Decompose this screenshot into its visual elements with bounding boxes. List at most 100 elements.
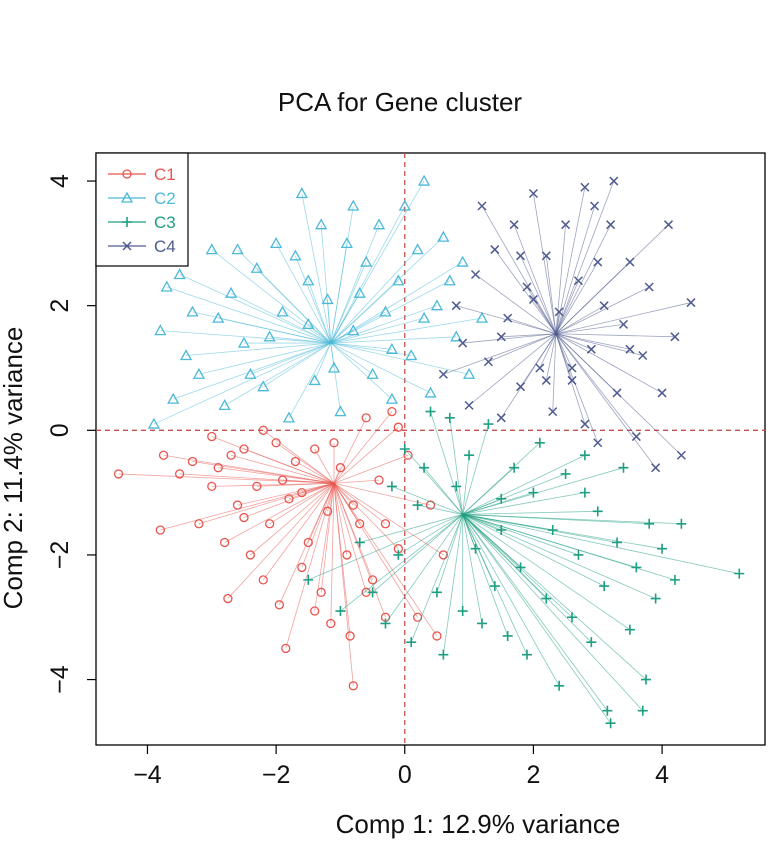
spoke-line	[398, 514, 463, 556]
data-point	[417, 311, 431, 323]
data-point	[173, 268, 186, 280]
data-point	[250, 261, 263, 273]
spoke-line	[443, 333, 557, 375]
data-point	[631, 562, 642, 573]
data-point	[386, 481, 397, 492]
spoke-line	[545, 333, 557, 381]
data-point	[237, 336, 251, 348]
data-point	[430, 299, 444, 311]
spoke-line	[330, 236, 444, 344]
data-point	[187, 456, 198, 467]
data-point	[224, 286, 238, 298]
data-point	[534, 437, 545, 448]
data-point	[548, 407, 558, 417]
spoke-line	[410, 514, 464, 643]
data-point	[281, 643, 291, 654]
data-point	[567, 363, 577, 373]
series-c4	[438, 176, 696, 473]
data-point	[605, 718, 616, 729]
data-point	[547, 525, 558, 536]
data-point	[348, 500, 358, 510]
data-point	[348, 681, 358, 691]
spoke-line	[462, 514, 656, 599]
data-point	[489, 581, 500, 592]
spoke-line	[237, 482, 335, 506]
data-point	[315, 218, 328, 230]
data-point	[734, 568, 745, 579]
spoke-line	[333, 479, 380, 484]
data-point	[631, 432, 641, 442]
data-point	[347, 199, 360, 211]
data-point	[245, 550, 256, 560]
y-tick-label: −2	[46, 541, 74, 570]
spoke-line	[539, 333, 557, 369]
spoke-line	[555, 333, 599, 443]
data-point	[302, 274, 315, 286]
data-point	[406, 637, 417, 648]
y-tick-label: 0	[46, 423, 74, 437]
spoke-line	[545, 255, 557, 334]
data-point	[417, 174, 431, 186]
spoke-line	[430, 411, 464, 515]
data-point	[579, 487, 590, 498]
data-point	[477, 201, 487, 211]
spoke-line	[494, 249, 557, 334]
spoke-line	[462, 442, 541, 515]
spoke-line	[327, 299, 332, 344]
spoke-line	[555, 224, 566, 334]
spoke-line	[462, 514, 676, 581]
spoke-line	[462, 514, 631, 631]
spoke-line	[436, 514, 464, 593]
data-point	[515, 562, 526, 573]
spoke-line	[330, 342, 373, 375]
legend-label-c1: C1	[154, 165, 176, 184]
data-point	[265, 519, 275, 529]
spoke-line	[462, 514, 502, 531]
spoke-line	[330, 317, 483, 344]
spoke-line	[555, 333, 592, 350]
y-axis-label: Comp 2: 11.4% variance	[0, 327, 28, 610]
data-point	[393, 549, 404, 560]
data-point	[567, 612, 578, 623]
data-point	[496, 493, 507, 504]
data-point	[676, 518, 687, 529]
data-point	[528, 487, 539, 498]
series-c1	[113, 406, 449, 691]
legend-marker	[122, 217, 132, 227]
spoke-line	[462, 514, 592, 643]
spoke-line	[462, 455, 470, 515]
data-point	[450, 330, 463, 342]
data-point	[419, 462, 430, 473]
data-point	[308, 374, 321, 386]
spoke-line	[333, 483, 386, 618]
data-point	[303, 574, 314, 585]
data-point	[270, 237, 283, 249]
spoke-line	[333, 482, 431, 506]
series-c3	[303, 406, 745, 729]
data-point	[618, 462, 629, 473]
spoke-line	[330, 261, 463, 344]
data-point	[174, 469, 185, 479]
data-point	[579, 450, 590, 461]
spoke-line	[250, 482, 335, 556]
data-point	[321, 293, 334, 305]
data-point	[167, 392, 180, 404]
spoke-line	[211, 436, 335, 484]
data-point	[220, 537, 230, 548]
spoke-line	[186, 342, 331, 356]
spoke-line	[462, 514, 647, 680]
data-point	[405, 349, 418, 361]
data-point	[496, 332, 506, 342]
plot-frame	[95, 152, 766, 746]
data-point	[387, 406, 397, 417]
spoke-line	[449, 417, 464, 515]
data-point	[322, 506, 333, 516]
spoke-line	[285, 483, 335, 649]
spoke-line	[520, 255, 557, 334]
data-point	[670, 332, 680, 342]
data-point	[503, 313, 513, 323]
spoke-line	[301, 193, 332, 344]
y-tick-label: −4	[46, 665, 74, 694]
spoke-line	[555, 333, 643, 356]
